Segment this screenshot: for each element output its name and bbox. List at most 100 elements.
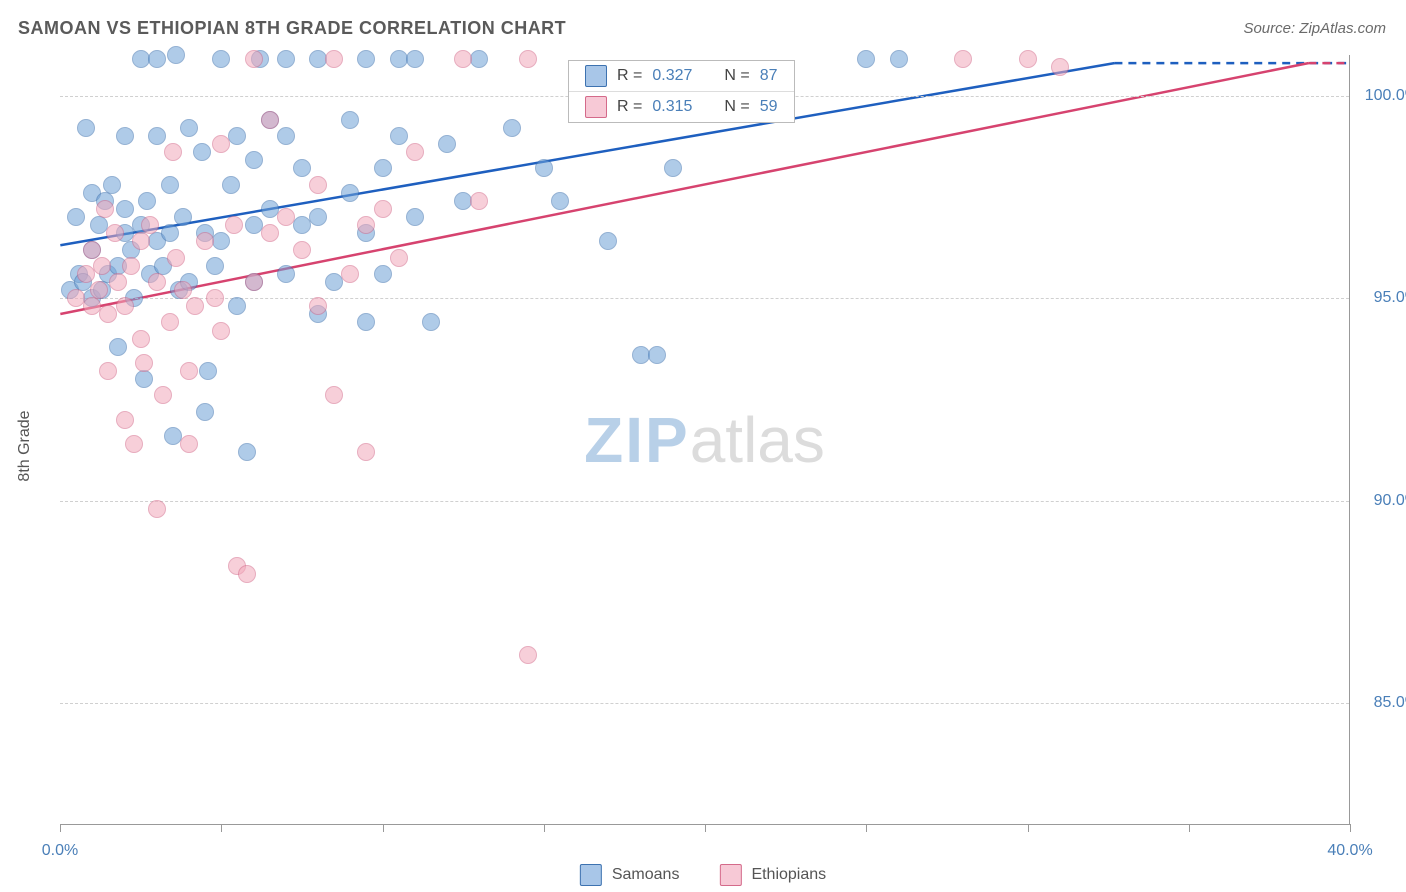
scatter-point xyxy=(196,232,214,250)
scatter-point xyxy=(132,330,150,348)
xtick xyxy=(544,824,545,832)
xtick xyxy=(1028,824,1029,832)
scatter-point xyxy=(77,119,95,137)
legend-swatch xyxy=(719,864,741,886)
scatter-point xyxy=(180,362,198,380)
scatter-point xyxy=(212,322,230,340)
scatter-point xyxy=(148,273,166,291)
scatter-point xyxy=(196,403,214,421)
scatter-point xyxy=(341,111,359,129)
scatter-point xyxy=(164,143,182,161)
scatter-point xyxy=(225,216,243,234)
scatter-point xyxy=(374,200,392,218)
xtick xyxy=(1189,824,1190,832)
scatter-point xyxy=(551,192,569,210)
scatter-point xyxy=(357,313,375,331)
scatter-point xyxy=(277,127,295,145)
scatter-point xyxy=(261,111,279,129)
scatter-point xyxy=(261,224,279,242)
scatter-point xyxy=(154,386,172,404)
scatter-point xyxy=(93,257,111,275)
scatter-point xyxy=(180,119,198,137)
scatter-point xyxy=(77,265,95,283)
scatter-point xyxy=(212,135,230,153)
scatter-point xyxy=(161,176,179,194)
scatter-point xyxy=(325,386,343,404)
scatter-point xyxy=(161,313,179,331)
scatter-point xyxy=(406,143,424,161)
scatter-point xyxy=(106,224,124,242)
scatter-point xyxy=(309,208,327,226)
source-label: Source: ZipAtlas.com xyxy=(1243,20,1386,37)
scatter-point xyxy=(245,151,263,169)
scatter-point xyxy=(1051,58,1069,76)
scatter-point xyxy=(125,435,143,453)
scatter-point xyxy=(167,249,185,267)
scatter-point xyxy=(109,338,127,356)
scatter-point xyxy=(293,159,311,177)
xtick xyxy=(221,824,222,832)
legend-series-item: Samoans xyxy=(580,864,680,886)
scatter-point xyxy=(90,281,108,299)
scatter-point xyxy=(519,646,537,664)
legend-row: R =0.327N =87 xyxy=(569,61,794,92)
scatter-point xyxy=(116,200,134,218)
xtick xyxy=(60,824,61,832)
scatter-point xyxy=(341,265,359,283)
scatter-point xyxy=(116,127,134,145)
scatter-point xyxy=(599,232,617,250)
scatter-point xyxy=(309,176,327,194)
scatter-point xyxy=(132,232,150,250)
xtick-label: 40.0% xyxy=(1327,842,1372,860)
legend-series-label: Ethiopians xyxy=(751,866,826,884)
scatter-point xyxy=(141,216,159,234)
scatter-point xyxy=(519,50,537,68)
scatter-point xyxy=(96,200,114,218)
scatter-point xyxy=(167,46,185,64)
scatter-point xyxy=(438,135,456,153)
scatter-point xyxy=(174,281,192,299)
legend-series-item: Ethiopians xyxy=(719,864,826,886)
legend-r-label: R = xyxy=(617,67,642,85)
scatter-point xyxy=(293,241,311,259)
y-axis-label: 8th Grade xyxy=(16,410,34,481)
scatter-point xyxy=(374,159,392,177)
scatter-point xyxy=(161,224,179,242)
gridline xyxy=(60,501,1349,502)
legend-r-value: 0.315 xyxy=(652,98,692,116)
scatter-point xyxy=(293,216,311,234)
legend-swatch xyxy=(585,96,607,118)
scatter-point xyxy=(1019,50,1037,68)
ytick-label: 100.0% xyxy=(1359,87,1406,105)
series-legend: Samoans Ethiopians xyxy=(580,864,826,886)
scatter-point xyxy=(193,143,211,161)
scatter-point xyxy=(664,159,682,177)
scatter-point xyxy=(374,265,392,283)
scatter-point xyxy=(222,176,240,194)
scatter-point xyxy=(648,346,666,364)
ytick-label: 95.0% xyxy=(1359,289,1406,307)
ytick-label: 90.0% xyxy=(1359,492,1406,510)
xtick xyxy=(383,824,384,832)
scatter-point xyxy=(325,273,343,291)
scatter-point xyxy=(228,297,246,315)
xtick xyxy=(866,824,867,832)
scatter-point xyxy=(535,159,553,177)
ytick-label: 85.0% xyxy=(1359,694,1406,712)
scatter-point xyxy=(857,50,875,68)
scatter-point xyxy=(99,305,117,323)
scatter-point xyxy=(116,297,134,315)
scatter-point xyxy=(238,565,256,583)
scatter-point xyxy=(454,50,472,68)
scatter-point xyxy=(406,50,424,68)
scatter-point xyxy=(238,443,256,461)
chart-title: SAMOAN VS ETHIOPIAN 8TH GRADE CORRELATIO… xyxy=(18,18,566,39)
scatter-point xyxy=(277,208,295,226)
scatter-point xyxy=(212,50,230,68)
xtick-label: 0.0% xyxy=(42,842,78,860)
scatter-point xyxy=(122,257,140,275)
legend-series-label: Samoans xyxy=(612,866,680,884)
scatter-point xyxy=(212,232,230,250)
scatter-point xyxy=(116,411,134,429)
scatter-point xyxy=(67,208,85,226)
